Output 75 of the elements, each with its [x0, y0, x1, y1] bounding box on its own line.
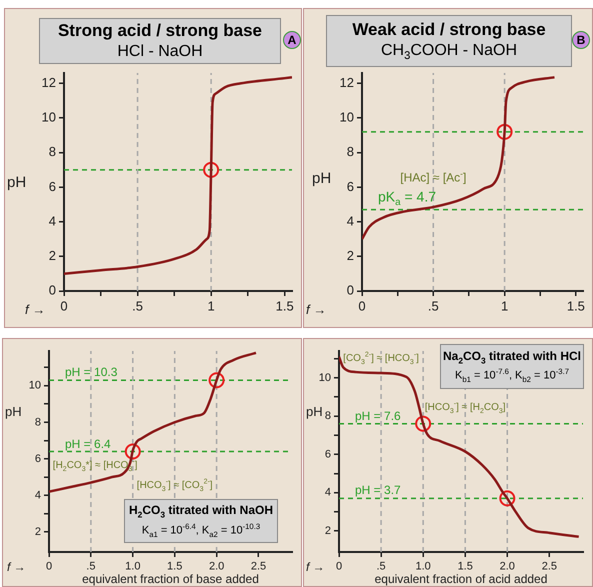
- x-tick-label: 1.5: [167, 560, 182, 573]
- x-tick-label: 2.0: [500, 560, 515, 573]
- y-axis-title: pH: [306, 404, 323, 420]
- annotation: [HCO$_{3}$$^{-}$] ≈ [H$_{2}$CO$_{3}$]: [424, 400, 506, 416]
- y-tick-label: 6: [48, 178, 56, 194]
- y-axis-title: pH: [5, 404, 22, 420]
- x-tick-label: 1.0: [415, 560, 431, 573]
- annotation: [CO$_{3}$$^{2-}$] ≈ [HCO$_{3}$$^{-}$]: [343, 351, 419, 366]
- x-tick-label: .5: [86, 560, 96, 573]
- y-tick-label: 2: [346, 248, 354, 263]
- x-tick-label: 0: [358, 298, 366, 314]
- annotation: [HCO$_{3}$$^{-}$] ≈ [CO$_{3}$$^{2-}$]: [136, 478, 213, 494]
- chart-subtitle: HCl - NaOH: [116, 43, 204, 61]
- y-tick-label: 10: [42, 110, 56, 125]
- ref-line-label: pH = 3.7: [355, 483, 401, 498]
- line-series: [64, 76, 292, 275]
- y-tick-label: 8: [346, 144, 354, 160]
- text: A: [283, 31, 301, 49]
- x-axis-title: equivalent fraction of base added: [82, 572, 259, 586]
- text: K$_{a1}$ = 10$^{-6.4}$, K$_{a2}$ = 10$^{-10.3}$: [140, 522, 262, 539]
- x-tick-label: 1.5: [566, 298, 585, 314]
- y-tick-label: 4: [34, 489, 41, 502]
- y-tick-label: 0: [48, 282, 56, 298]
- y-tick-label: 2: [48, 248, 56, 263]
- x-tick-label: 2.5: [542, 560, 557, 573]
- x-tick-label: 1.5: [458, 560, 473, 573]
- x-axis-title: f →: [25, 302, 46, 318]
- x-tick-label: 1: [500, 298, 508, 314]
- y-tick-label: 2: [324, 524, 331, 537]
- y-axis-title: pH: [312, 170, 332, 188]
- ref-line-label: pH = 7.6: [355, 408, 401, 423]
- text: B: [572, 31, 590, 49]
- y-tick-label: 0: [346, 282, 354, 298]
- y-tick-label: 4: [346, 213, 354, 228]
- text: K$_{b1}$ = 10$^{-7.6}$, K$_{b2}$ = 10$^{-3.7}$: [454, 367, 570, 384]
- y-tick-label: 6: [324, 448, 331, 460]
- y-tick-label: 10: [318, 372, 331, 384]
- x-tick-label: .5: [132, 298, 143, 314]
- y-tick-label: 6: [34, 452, 41, 465]
- y-tick-label: 6: [346, 178, 354, 194]
- chart-title: Strong acid / strong base: [56, 21, 264, 41]
- y-tick-label: 4: [324, 486, 331, 499]
- y-tick-label: 8: [324, 410, 331, 422]
- line-series: [362, 76, 556, 240]
- x-tick-label: 1: [207, 298, 215, 314]
- x-axis-title: f →: [306, 302, 326, 318]
- y-tick-label: 8: [34, 416, 41, 428]
- chart-subtitle: CH$_{3}$COOH - NaOH: [380, 42, 518, 62]
- y-tick-label: 12: [340, 74, 354, 90]
- x-tick-label: 1.5: [276, 298, 294, 314]
- x-tick-label: 0: [60, 298, 68, 314]
- y-axis-title: pH: [7, 174, 26, 192]
- x-axis-title: equivalent fraction of acid added: [374, 572, 548, 586]
- y-tick-label: 2: [34, 526, 41, 538]
- y-tick-label: 12: [42, 74, 56, 90]
- y-tick-label: 4: [48, 213, 56, 228]
- ref-line-label: pH = 6.4: [65, 436, 111, 450]
- x-tick-label: 1.0: [125, 560, 140, 573]
- ref-line-label: pK$_{a}$ = 4.7: [378, 188, 436, 209]
- ref-line-label: pH = 10.3: [65, 365, 118, 380]
- chart-title: Weak acid / strong base: [351, 20, 547, 40]
- line-series: [49, 352, 258, 493]
- y-tick-label: 10: [340, 110, 354, 125]
- annotation: [HAc] ≈ [Ac$^{-}$]: [400, 168, 466, 184]
- x-tick-label: .5: [428, 298, 439, 314]
- chart-title: Na$_{2}$CO$_{3}$ titrated with HCl: [442, 348, 582, 366]
- text: f →: [7, 560, 26, 574]
- x-tick-label: .5: [376, 560, 386, 573]
- annotation: [H$_{2}$CO$_{3}$*] ≈ [HCO$_{3}$$^{-}$]: [52, 458, 138, 474]
- y-tick-label: 8: [48, 144, 56, 160]
- x-tick-label: 2.5: [250, 560, 266, 573]
- text: H$_{2}$CO$_{3}$ titrated with NaOH: [128, 503, 274, 520]
- y-tick-label: 10: [28, 380, 41, 392]
- text: f →: [306, 560, 325, 574]
- x-tick-label: 2.0: [208, 560, 224, 573]
